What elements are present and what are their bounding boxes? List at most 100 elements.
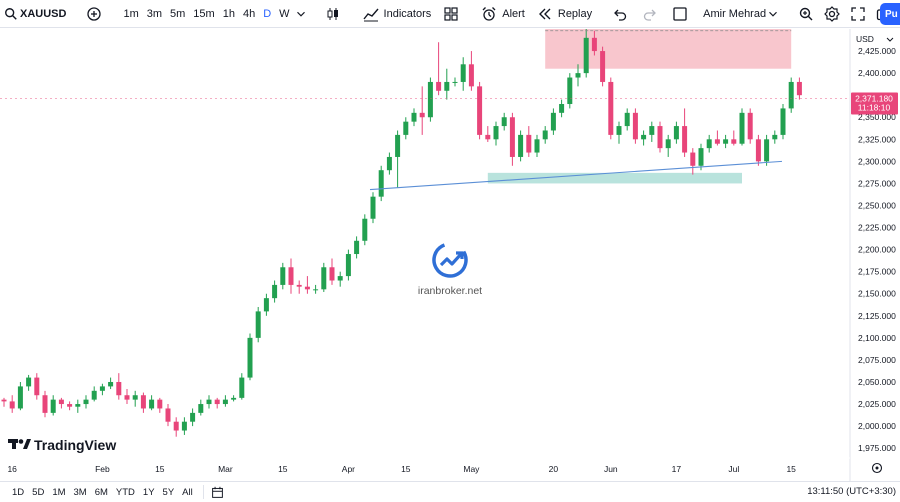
time-label: 15 (155, 464, 165, 474)
candle (222, 395, 228, 407)
range-5y[interactable]: 5Y (162, 486, 175, 498)
candle-body (411, 112, 417, 122)
range-5d[interactable]: 5D (32, 486, 45, 498)
candle-body (26, 377, 32, 387)
candle (477, 81, 483, 140)
range-all[interactable]: All (182, 486, 193, 498)
candle (116, 373, 122, 400)
candle (427, 77, 433, 122)
publish-button[interactable]: Pu (880, 3, 900, 25)
scale-settings-button[interactable] (871, 462, 883, 474)
candle (403, 117, 409, 140)
candle-body (370, 196, 376, 219)
candle (58, 397, 64, 409)
chevron-down-icon[interactable] (294, 4, 308, 24)
indicators-label: Indicators (383, 7, 432, 20)
range-1m[interactable]: 1M (52, 486, 66, 498)
candle (706, 134, 712, 153)
resistance-zone[interactable] (545, 29, 792, 69)
timeframe-1h[interactable]: 1h (222, 7, 235, 20)
candle-body (386, 156, 392, 171)
tradingview-logo-text: TradingView (34, 437, 116, 453)
candle (493, 121, 499, 146)
candle (575, 64, 581, 87)
candle (509, 112, 515, 166)
timeframe-4h[interactable]: 4h (242, 7, 256, 20)
candle (231, 395, 237, 402)
chevron-down-icon[interactable] (886, 37, 894, 42)
alert-button[interactable]: Alert (474, 0, 530, 28)
candle-body (460, 64, 466, 82)
timeframe-5m[interactable]: 5m (170, 7, 186, 20)
candle (501, 112, 507, 131)
settings-button[interactable] (819, 0, 845, 28)
symbol-search[interactable]: XAUUSD (0, 0, 71, 28)
candle-body (345, 254, 351, 277)
candle (321, 262, 327, 292)
fullscreen-button[interactable] (845, 0, 871, 28)
clock[interactable]: 13:11:50 (UTC+3:30) (807, 486, 896, 497)
indicators-button[interactable]: Indicators (356, 0, 437, 28)
time-label: Apr (342, 464, 355, 474)
candle (198, 399, 204, 416)
candle (739, 108, 745, 146)
range-group: 1D 5D 1M 3M 6M YTD 1Y 5Y All (0, 482, 226, 502)
candle-body (337, 276, 343, 281)
candle-body (108, 381, 114, 387)
templates-button[interactable] (436, 0, 466, 28)
tradingview-logo-icon (8, 439, 31, 449)
price-label: 2,175.000 (858, 267, 896, 277)
candle-body (403, 121, 409, 135)
chart-type-button[interactable] (318, 0, 348, 28)
price-chart[interactable]: iranbroker.net TradingView USD 2,425.000… (0, 29, 900, 481)
candle-body (780, 108, 786, 135)
currency-label[interactable]: USD (856, 34, 874, 44)
candle (280, 262, 286, 290)
candle-body (231, 397, 237, 400)
candle (50, 395, 56, 416)
redo-button[interactable] (635, 0, 665, 28)
candle (665, 134, 671, 157)
chart-zones[interactable] (487, 29, 792, 184)
user-menu[interactable]: Amir Mehrad (695, 0, 785, 28)
redo-icon (640, 4, 660, 24)
alarm-clock-icon (479, 4, 499, 24)
candle-body (157, 399, 163, 409)
timeframe-w[interactable]: W (279, 7, 290, 20)
timeframe-15m[interactable]: 15m (193, 7, 215, 20)
timeframe-3m[interactable]: 3m (146, 7, 163, 20)
quick-search-button[interactable] (793, 0, 819, 28)
candle-body (50, 399, 56, 413)
timeframe-d[interactable]: D (263, 7, 272, 20)
fullscreen-icon (848, 4, 868, 24)
candle (772, 130, 778, 144)
candle-body (149, 399, 155, 409)
trendline[interactable] (369, 160, 783, 191)
candle-body (747, 112, 753, 140)
undo-button[interactable] (605, 0, 635, 28)
range-1d[interactable]: 1D (12, 486, 25, 498)
current-price-tag: 2,371.180 11:18:10 (851, 92, 898, 115)
candle-body (739, 112, 745, 144)
price-label: 2,150.000 (858, 289, 896, 299)
candle-body (239, 377, 245, 398)
candle-body (214, 399, 220, 405)
chart-lines[interactable] (0, 30, 850, 191)
candle-body (632, 112, 638, 140)
range-ytd[interactable]: YTD (115, 486, 135, 498)
candle-body (616, 126, 622, 135)
replay-button[interactable]: Replay (530, 0, 597, 28)
range-6m[interactable]: 6M (94, 486, 108, 498)
support-zone[interactable] (487, 172, 742, 184)
search-icon (4, 4, 18, 24)
candle (157, 397, 163, 413)
layout-button[interactable] (665, 0, 695, 28)
range-3m[interactable]: 3M (73, 486, 87, 498)
grid-icon (441, 4, 461, 24)
range-1y[interactable]: 1Y (142, 486, 155, 498)
calendar-icon[interactable] (210, 482, 226, 502)
timeframe-1m[interactable]: 1m (123, 7, 139, 20)
compare-button[interactable] (79, 0, 109, 28)
candle (468, 51, 474, 91)
watermark-logo-icon (432, 242, 468, 278)
